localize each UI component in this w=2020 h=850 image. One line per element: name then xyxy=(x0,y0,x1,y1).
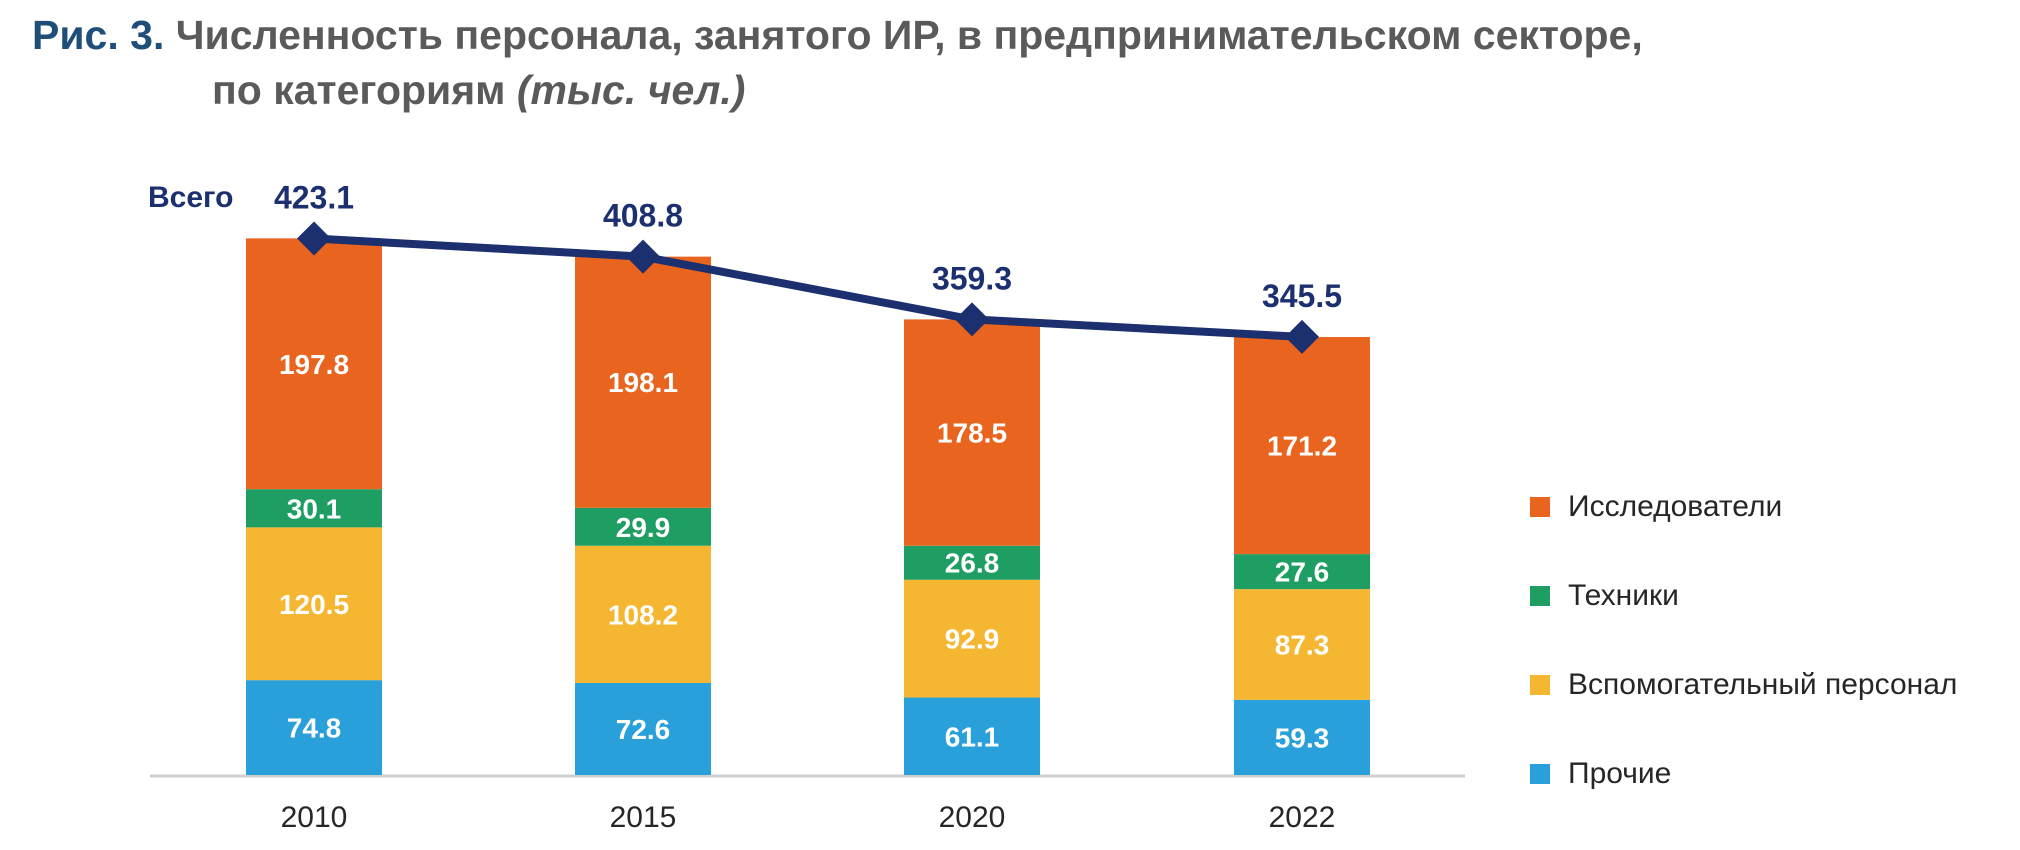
legend-swatch-technicians xyxy=(1530,585,1550,606)
legend-label-other: Прочие xyxy=(1568,756,1672,790)
title-line2-wrap: по категориям (тыс. чел.) xyxy=(32,63,1643,118)
total-marker-2020 xyxy=(955,302,989,337)
bar-technicians-2022 xyxy=(1234,554,1370,590)
legend-label-technicians: Техники xyxy=(1568,578,1679,612)
total-label-2015: 408.8 xyxy=(603,198,683,234)
bar-other-2015 xyxy=(575,682,711,775)
total-marker-2015 xyxy=(626,239,660,274)
data-label-researchers-2020: 178.5 xyxy=(937,418,1007,449)
x-tick-label-2010: 2010 xyxy=(281,801,348,834)
data-label-support-2022: 87.3 xyxy=(1275,629,1330,660)
title-line1: Численность персонала, занятого ИР, в пр… xyxy=(175,12,1643,58)
total-marker-2022 xyxy=(1285,319,1319,354)
legend: Исследователи Техники Вспомогательный пе… xyxy=(1530,462,1957,818)
legend-swatch-support xyxy=(1530,674,1550,695)
total-marker-2010 xyxy=(297,221,331,256)
total-line xyxy=(313,234,1303,341)
legend-item-support: Вспомогательный персонал xyxy=(1530,640,1957,729)
data-label-technicians-2022: 27.6 xyxy=(1275,557,1330,588)
bar-other-2020 xyxy=(904,697,1040,775)
bar-technicians-2010 xyxy=(246,489,382,528)
x-tick-label-2015: 2015 xyxy=(610,801,677,834)
legend-label-support: Вспомогательный персонал xyxy=(1568,667,1958,701)
legend-item-technicians: Техники xyxy=(1530,551,1957,640)
legend-swatch-researchers xyxy=(1530,496,1550,517)
bar-support-2020 xyxy=(904,579,1040,698)
title-line2: по категориям xyxy=(212,67,506,113)
bar-support-2022 xyxy=(1234,589,1370,700)
legend-swatch-other xyxy=(1530,763,1550,784)
legend-item-other: Прочие xyxy=(1530,729,1957,818)
bar-researchers-2010 xyxy=(246,238,382,490)
bar-other-2022 xyxy=(1234,699,1370,775)
data-label-researchers-2010: 197.8 xyxy=(279,349,349,380)
total-label-2020: 359.3 xyxy=(932,260,1012,296)
bar-technicians-2020 xyxy=(904,545,1040,580)
data-label-support-2015: 108.2 xyxy=(608,599,678,630)
data-label-technicians-2020: 26.8 xyxy=(945,548,1000,579)
data-label-technicians-2010: 30.1 xyxy=(287,493,342,524)
title-unit: (тыс. чел.) xyxy=(516,67,746,113)
x-tick-label-2020: 2020 xyxy=(939,801,1006,834)
data-label-support-2020: 92.9 xyxy=(945,624,1000,655)
total-label-2010: 423.1 xyxy=(274,180,354,216)
legend-item-researchers: Исследователи xyxy=(1530,462,1957,551)
figure-label: Рис. 3. xyxy=(32,12,165,58)
bar-other-2010 xyxy=(246,680,382,775)
bar-researchers-2022 xyxy=(1234,337,1370,555)
legend-label-researchers: Исследователи xyxy=(1568,489,1783,523)
x-tick-label-2022: 2022 xyxy=(1269,801,1336,834)
data-label-researchers-2015: 198.1 xyxy=(608,367,678,398)
data-label-support-2010: 120.5 xyxy=(279,589,349,620)
data-label-researchers-2022: 171.2 xyxy=(1267,431,1337,462)
chart-title: Рис. 3. Численность персонала, занятого … xyxy=(32,8,1643,118)
data-label-other-2010: 74.8 xyxy=(287,713,342,744)
data-label-technicians-2015: 29.9 xyxy=(616,512,671,543)
bar-technicians-2015 xyxy=(575,507,711,546)
total-label-2022: 345.5 xyxy=(1262,278,1342,314)
bar-researchers-2015 xyxy=(575,256,711,508)
data-label-other-2022: 59.3 xyxy=(1275,722,1330,753)
bar-researchers-2020 xyxy=(904,319,1040,546)
bar-support-2015 xyxy=(575,545,711,683)
total-series-name: Всего xyxy=(148,181,233,214)
data-label-other-2020: 61.1 xyxy=(945,721,1000,752)
bar-support-2010 xyxy=(246,527,382,681)
data-label-other-2015: 72.6 xyxy=(616,714,671,745)
